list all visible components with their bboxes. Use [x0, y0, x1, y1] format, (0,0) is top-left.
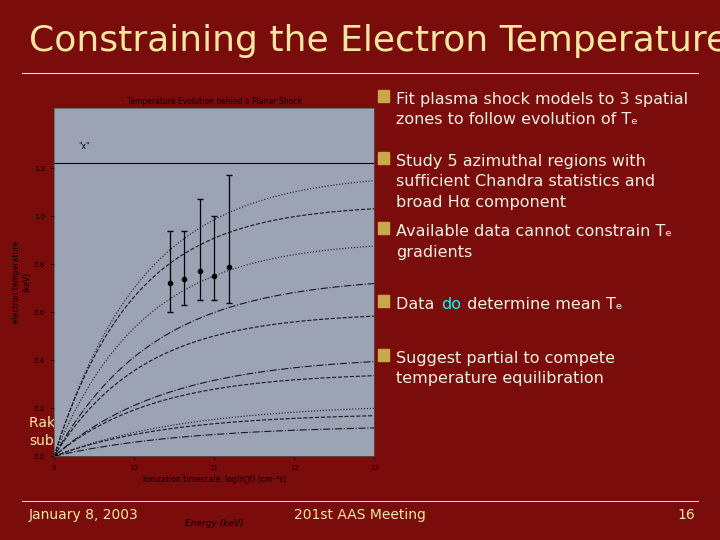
Text: Data: Data [396, 297, 439, 312]
Bar [378, 295, 389, 307]
Text: Fit plasma shock models to 3 spatial
zones to follow evolution of Tₑ: Fit plasma shock models to 3 spatial zon… [396, 92, 688, 127]
Bar [378, 90, 389, 102]
Text: January 8, 2003: January 8, 2003 [29, 508, 138, 522]
Text: determine mean Tₑ: determine mean Tₑ [462, 297, 623, 312]
Text: Energy (keV): Energy (keV) [185, 519, 243, 528]
Text: do: do [441, 297, 461, 312]
Text: Constraining the Electron Temperature: Constraining the Electron Temperature [29, 24, 720, 58]
Title: Temperature Evolution behind a Planar Shock: Temperature Evolution behind a Planar Sh… [127, 97, 302, 106]
Bar [378, 349, 389, 361]
Text: 201st AAS Meeting: 201st AAS Meeting [294, 508, 426, 522]
Bar [378, 222, 389, 234]
Text: Available data cannot constrain Tₑ
gradients: Available data cannot constrain Tₑ gradi… [396, 224, 672, 260]
Text: "x": "x" [78, 142, 89, 151]
Y-axis label: electron temperature
(keV): electron temperature (keV) [12, 241, 31, 323]
Text: 16: 16 [677, 508, 695, 522]
Text: Study 5 azimuthal regions with
sufficient Chandra statistics and
broad Hα compon: Study 5 azimuthal regions with sufficien… [396, 154, 655, 210]
Bar [378, 152, 389, 164]
X-axis label: Ionization timescale, log(n₞t) (cm⁻³s): Ionization timescale, log(n₞t) (cm⁻³s) [143, 476, 286, 484]
Text: Rakowski, Ghavamian, & Hughes 2003, ApJ,
submitted: Rakowski, Ghavamian, & Hughes 2003, ApJ,… [29, 416, 333, 448]
Text: Suggest partial to compete
temperature equilibration: Suggest partial to compete temperature e… [396, 351, 615, 387]
